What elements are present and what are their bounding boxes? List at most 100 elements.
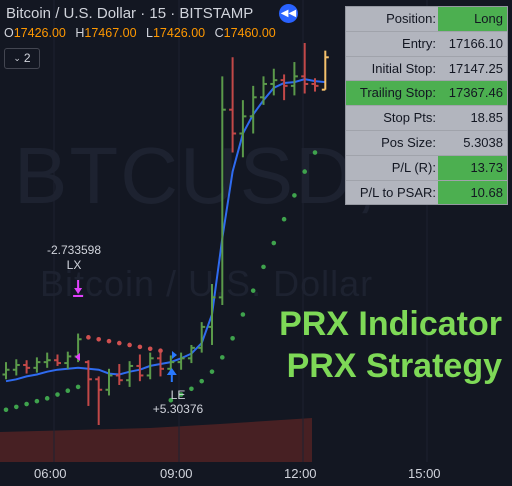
position-table-row: Initial Stop: 17147.25 xyxy=(346,57,507,82)
psar-dot xyxy=(312,150,318,155)
ohlc-bar xyxy=(84,360,92,406)
psar-dot xyxy=(117,340,122,346)
entry-point-marker xyxy=(172,351,177,359)
moving-average-line xyxy=(5,78,326,383)
ohlc-bar xyxy=(43,352,51,368)
psar-dot xyxy=(13,404,19,410)
ohlc-bar xyxy=(198,322,206,353)
promo-strategy: PRX Strategy xyxy=(286,347,502,385)
exit-signal-value: -2.733598 xyxy=(46,243,102,257)
ohlc-bar xyxy=(64,351,72,369)
position-table-label: Initial Stop: xyxy=(371,60,436,76)
position-table-label: Trailing Stop: xyxy=(346,81,438,106)
psar-dot xyxy=(127,342,132,348)
psar-dot xyxy=(147,346,153,352)
psar-dot xyxy=(189,386,194,392)
ohlc-bar xyxy=(157,352,164,377)
psar-dot xyxy=(199,378,204,384)
position-table-value: 17367.46 xyxy=(438,81,507,106)
psar-dot xyxy=(292,193,297,198)
ohlc-bar xyxy=(187,344,195,364)
psar-dot xyxy=(209,369,215,374)
close-label: C xyxy=(214,26,224,40)
psar-dot xyxy=(34,398,40,404)
position-table-value: 5.3038 xyxy=(463,134,503,150)
low-value: 17426.00 xyxy=(152,26,206,40)
position-table-row: P/L to PSAR: 10.68 xyxy=(346,180,507,205)
position-table-value: 18.85 xyxy=(470,110,503,126)
psar-dot xyxy=(240,312,246,317)
position-table-value: 13.73 xyxy=(438,155,507,180)
ohlc-bar xyxy=(95,376,103,425)
chevron-down-icon: ⌄ xyxy=(13,53,21,63)
name-watermark: Bitcoin / U.S. Dollar xyxy=(40,263,374,304)
psar-dot xyxy=(281,216,287,222)
position-table-row: Trailing Stop: 17367.46 xyxy=(346,81,507,107)
ohlc-bar xyxy=(208,284,216,345)
ohlc-bar xyxy=(23,360,31,374)
psar-dot xyxy=(55,392,60,397)
promo-indicator: PRX Indicator xyxy=(279,305,502,343)
ohlc-bar xyxy=(218,76,226,305)
entry-arrow-head xyxy=(166,368,177,375)
high-label: H xyxy=(75,26,85,40)
position-table-row: Stop Pts: 18.85 xyxy=(346,106,507,131)
indicator-count: 2 xyxy=(23,51,31,65)
position-table-value: Long xyxy=(438,7,507,31)
psar-dot xyxy=(271,240,277,246)
volume-area xyxy=(0,418,312,462)
psar-dot xyxy=(302,169,308,174)
psar-dot xyxy=(178,392,184,397)
position-table-row: Entry: 17166.10 xyxy=(346,32,507,57)
ohlc-bar xyxy=(229,57,237,153)
double-chevron-left-icon[interactable]: ◀◀ xyxy=(279,4,298,23)
ohlc-bar xyxy=(239,100,247,158)
high-value: 17467.00 xyxy=(84,26,137,40)
position-table-value: 17166.10 xyxy=(448,35,503,51)
position-table-value: 10.68 xyxy=(438,180,507,205)
entry-signal-tag: LE xyxy=(170,388,186,402)
ohlc-bar xyxy=(54,354,61,366)
ohlc-bar xyxy=(12,359,20,376)
ohlc-bar xyxy=(290,62,298,96)
position-table-row: Position: Long xyxy=(346,7,507,32)
ohlc-bar xyxy=(301,43,309,94)
ohlc-bar xyxy=(311,78,319,92)
exit-arrow-head xyxy=(74,288,83,294)
psar-dot xyxy=(168,397,174,403)
exit-signal-tag: LX xyxy=(66,258,82,272)
position-table-label: Entry: xyxy=(402,35,436,51)
psar-dot xyxy=(158,348,163,353)
indicators-toggle-button[interactable]: ⌄ 2 xyxy=(4,48,40,69)
low-label: L xyxy=(146,26,153,40)
psar-dot xyxy=(261,264,266,270)
psar-dot xyxy=(24,401,29,407)
open-label: O xyxy=(4,26,14,40)
psar-dot xyxy=(106,338,112,344)
ohlc-bar xyxy=(105,368,113,396)
time-axis-tick: 09:00 xyxy=(160,466,193,481)
position-table-row: Pos Size: 5.3038 xyxy=(346,131,507,156)
open-value: 17426.00 xyxy=(13,26,66,40)
position-table-value: 17147.25 xyxy=(448,60,503,76)
psar-dot xyxy=(230,336,235,341)
ohlc-bar xyxy=(321,50,329,91)
psar-dot xyxy=(137,344,143,350)
psar-dot xyxy=(3,407,9,413)
symbol-title[interactable]: Bitcoin / U.S. Dollar · 15 · BITSTAMP xyxy=(6,5,254,22)
psar-dot xyxy=(86,335,91,340)
psar-dot xyxy=(96,336,101,342)
entry-signal-value: +5.30376 xyxy=(152,402,204,416)
time-axis-tick: 15:00 xyxy=(408,466,441,481)
close-value: 17460.00 xyxy=(223,26,276,40)
position-table-label: Position: xyxy=(386,11,436,26)
position-table-row: P/L (R): 13.73 xyxy=(346,155,507,181)
ohlc-bar xyxy=(33,357,41,373)
time-axis-tick: 12:00 xyxy=(284,466,317,481)
exit-point-marker xyxy=(75,353,80,361)
position-table-label: P/L to PSAR: xyxy=(359,184,436,200)
position-table-label: Pos Size: xyxy=(381,134,436,150)
ohlc-bar xyxy=(249,85,257,134)
